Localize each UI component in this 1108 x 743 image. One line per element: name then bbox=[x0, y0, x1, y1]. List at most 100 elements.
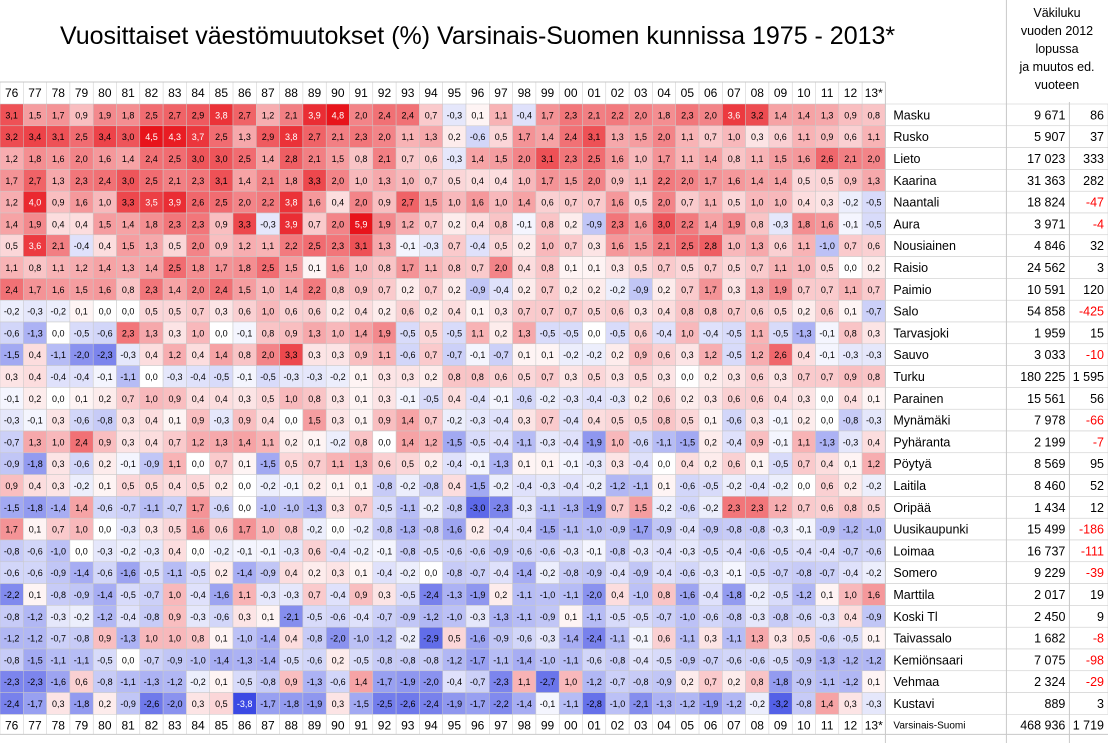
cell-value: 0,4 bbox=[867, 437, 880, 447]
cell-value: 3,8 bbox=[285, 198, 298, 208]
cell-value: -0,3 bbox=[4, 416, 20, 426]
cell-value: 1,0 bbox=[681, 328, 694, 338]
column-header-top: 01 bbox=[587, 86, 601, 100]
cell-value: 0,7 bbox=[798, 372, 811, 382]
column-header-top: 95 bbox=[448, 86, 462, 100]
cell-value: -1,0 bbox=[353, 634, 369, 644]
column-header-top: 05 bbox=[681, 86, 695, 100]
cell-value: 1,0 bbox=[168, 634, 181, 644]
cell-value: 0,6 bbox=[495, 372, 508, 382]
column-header-top: 85 bbox=[215, 86, 229, 100]
cell-value: -0,4 bbox=[703, 328, 719, 338]
cell-value: -0,1 bbox=[470, 459, 486, 469]
population-value: 16 737 bbox=[1027, 544, 1065, 558]
cell-value: -0,4 bbox=[120, 612, 136, 622]
cell-value: 0,3 bbox=[192, 699, 205, 709]
cell-value: 0,3 bbox=[52, 699, 65, 709]
cell-value: 1,3 bbox=[378, 176, 391, 186]
cell-value: 5,9 bbox=[355, 219, 368, 229]
cell-value: 0,3 bbox=[52, 416, 65, 426]
cell-value: -0,4 bbox=[726, 546, 742, 556]
cell-value: 0,8 bbox=[448, 263, 461, 273]
cell-value: -1,5 bbox=[470, 481, 486, 491]
cell-value: 1,0 bbox=[52, 437, 65, 447]
cell-value: 0,3 bbox=[238, 394, 251, 404]
cell-value: 2,3 bbox=[192, 219, 205, 229]
cell-value: -1,4 bbox=[516, 699, 532, 709]
cell-value: 2,7 bbox=[29, 176, 42, 186]
cell-value: -1,9 bbox=[586, 503, 602, 513]
cell-value: -0,8 bbox=[260, 677, 276, 687]
total-change: 1 719 bbox=[1073, 718, 1104, 732]
change-value: 15 bbox=[1090, 326, 1104, 340]
cell-value: 0,1 bbox=[75, 394, 88, 404]
cell-value: -0,9 bbox=[796, 677, 812, 687]
cell-value: 0,1 bbox=[867, 677, 880, 687]
cell-value: 0,0 bbox=[821, 416, 834, 426]
cell-value: 0,6 bbox=[867, 241, 880, 251]
cell-value: -1,5 bbox=[4, 503, 20, 513]
cell-value: 1,4 bbox=[122, 154, 135, 164]
column-header-bottom: 89 bbox=[308, 718, 322, 732]
cell-value: -0,8 bbox=[97, 677, 113, 687]
cell-value: 0,8 bbox=[728, 154, 741, 164]
cell-value: 0,2 bbox=[611, 350, 624, 360]
cell-value: 0,2 bbox=[565, 219, 578, 229]
cell-value: 0,2 bbox=[704, 372, 717, 382]
row-label: Salo bbox=[893, 305, 918, 319]
cell-value: -1,0 bbox=[447, 612, 463, 622]
cell-value: -0,3 bbox=[470, 416, 486, 426]
cell-value: -0,7 bbox=[610, 677, 626, 687]
cell-value: -0,9 bbox=[796, 655, 812, 665]
cell-value: 0,7 bbox=[728, 307, 741, 317]
cell-value: -0,3 bbox=[633, 546, 649, 556]
cell-value: 2,1 bbox=[168, 176, 181, 186]
column-header-top: 81 bbox=[121, 86, 135, 100]
cell-value: 1,8 bbox=[29, 154, 42, 164]
cell-value: 0,5 bbox=[634, 198, 647, 208]
cell-value: -1,1 bbox=[610, 634, 626, 644]
cell-value: 1,1 bbox=[844, 285, 857, 295]
cell-value: 0,3 bbox=[867, 328, 880, 338]
cell-value: 0,0 bbox=[798, 481, 811, 491]
column-header-top: 12 bbox=[844, 86, 858, 100]
cell-value: 0,7 bbox=[588, 198, 601, 208]
cell-value: 4,8 bbox=[332, 110, 345, 120]
cell-value: 0,3 bbox=[52, 459, 65, 469]
cell-value: -0,8 bbox=[843, 416, 859, 426]
cell-value: -0,5 bbox=[726, 328, 742, 338]
cell-value: 1,1 bbox=[332, 459, 345, 469]
cell-value: 0,3 bbox=[52, 481, 65, 491]
cell-value: 1,3 bbox=[122, 263, 135, 273]
column-header-top: 88 bbox=[285, 86, 299, 100]
cell-value: 1,0 bbox=[774, 198, 787, 208]
cell-value: 0,8 bbox=[122, 285, 135, 295]
column-header-top: 02 bbox=[611, 86, 625, 100]
cell-value: -0,5 bbox=[610, 612, 626, 622]
column-header-top: 11 bbox=[821, 86, 834, 100]
cell-value: 0,6 bbox=[541, 198, 554, 208]
cell-value: -2,9 bbox=[423, 634, 439, 644]
cell-value: -0,4 bbox=[516, 110, 532, 120]
cell-value: 0,2 bbox=[518, 241, 531, 251]
cell-value: -1,5 bbox=[4, 350, 20, 360]
column-header-top: 84 bbox=[191, 86, 205, 100]
cell-value: -0,4 bbox=[190, 590, 206, 600]
cell-value: 0,4 bbox=[471, 176, 484, 186]
cell-value: 0,1 bbox=[215, 677, 228, 687]
cell-value: 1,7 bbox=[215, 263, 228, 273]
cell-value: 1,1 bbox=[798, 241, 811, 251]
cell-value: -1,3 bbox=[819, 437, 835, 447]
cell-value: -1,8 bbox=[27, 503, 43, 513]
cell-value: 0,1 bbox=[29, 590, 42, 600]
cell-value: 0,3 bbox=[751, 132, 764, 142]
change-value: -47 bbox=[1086, 196, 1104, 210]
column-header-bottom: 92 bbox=[378, 718, 392, 732]
cell-value: 2,8 bbox=[704, 241, 717, 251]
cell-value: -0,4 bbox=[50, 372, 66, 382]
cell-value: -1,2 bbox=[680, 699, 696, 709]
cell-value: -0,6 bbox=[633, 437, 649, 447]
cell-value: 0,7 bbox=[355, 503, 368, 513]
cell-value: -0,9 bbox=[120, 699, 136, 709]
cell-value: 1,4 bbox=[798, 110, 811, 120]
